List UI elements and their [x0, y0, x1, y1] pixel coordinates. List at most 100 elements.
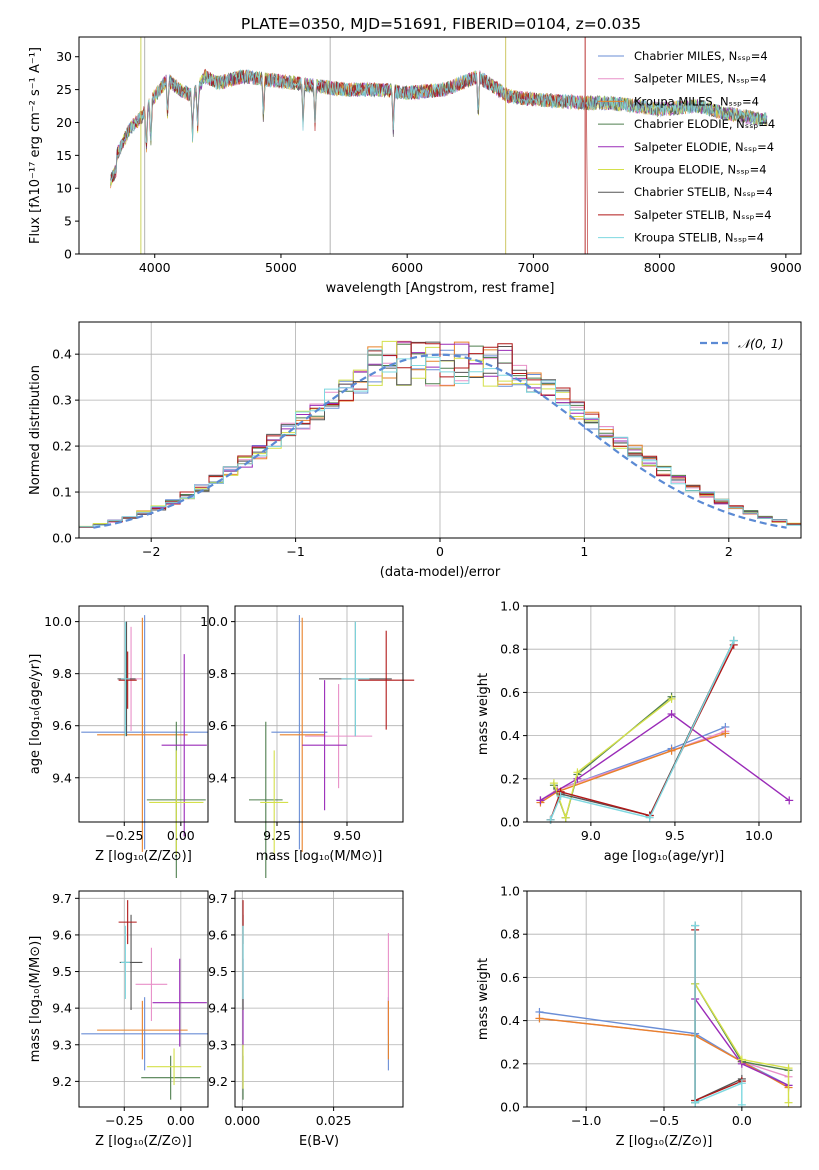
weight-vs-age-line-salpeter-elodie — [540, 713, 790, 802]
residuals-ytick-label: 0.2 — [52, 439, 72, 454]
mass-vs-EBV-ytick-label: 9.6 — [208, 927, 228, 942]
age-vs-mass-point-salpeter-stelib — [358, 630, 415, 730]
spectrum-ytick-label: 15 — [56, 148, 72, 163]
weight-vs-age-ytick-label: 1.0 — [500, 599, 520, 614]
age-vs-Z-point-kroupa-stelib — [120, 621, 130, 737]
residuals-xtick-label: −2 — [142, 544, 160, 559]
mass-vs-Z-ytick-label: 9.7 — [52, 891, 72, 906]
spectrum-line-kroupa-stelib — [110, 68, 768, 183]
mass-vs-Z-ytick-label: 9.2 — [52, 1074, 72, 1089]
spectrum-line-salpeter-stelib — [110, 68, 589, 254]
spectrum-frame — [78, 36, 802, 255]
age-vs-mass-point-kroupa-stelib — [341, 621, 370, 737]
weight-vs-age-line-salpeter-stelib — [549, 644, 735, 821]
weight-vs-Z-marker-kroupa-elodie — [784, 1098, 793, 1107]
age-vs-Z-ytick-label: 9.4 — [52, 770, 72, 785]
age-vs-Z-point-kroupa-elodie — [149, 750, 204, 855]
weight-vs-age-lines — [536, 636, 794, 824]
weight-vs-age-ylabel: mass weight — [476, 673, 491, 755]
spectrum-legend-label: Salpeter MILES, Nₛₛₚ=4 — [634, 72, 767, 86]
spectrum-legend-label: Kroupa ELODIE, Nₛₛₚ=4 — [634, 163, 767, 177]
age-vs-mass-xtick-label: 9.25 — [263, 828, 291, 843]
weight-vs-Z-line-kroupa-stelib — [694, 925, 743, 1105]
mass-vs-Z-xtick-label: 0.00 — [167, 1113, 195, 1128]
mass-vs-Z-point-salpeter-stelib — [118, 900, 137, 945]
weight-vs-age-line-kroupa-miles — [540, 732, 726, 804]
weight-vs-age-marker-salpeter-elodie — [667, 710, 676, 718]
residuals-ytick-label: 0.1 — [52, 485, 72, 500]
mass-vs-Z-point-salpeter-miles — [135, 947, 168, 1021]
weight-vs-age-marker-kroupa-elodie — [549, 779, 558, 788]
age-vs-mass-point-kroupa-elodie — [260, 750, 289, 855]
residuals-ylabel: Normed distribution — [28, 365, 43, 495]
spectrum-xtick-label: 8000 — [644, 260, 676, 275]
weight-vs-Z-marker-kroupa-stelib — [691, 1098, 700, 1107]
weight-vs-Z-ylabel: mass weight — [476, 958, 491, 1040]
weight-vs-age-marker-kroupa-stelib — [729, 636, 738, 645]
age-vs-Z-xlabel: Z [log₁₀(Z/Z⊙)] — [95, 849, 192, 864]
mass-vs-EBV-xtick-label: 0.000 — [224, 1113, 260, 1128]
age-vs-mass-point-salpeter-miles — [305, 684, 373, 789]
mass-vs-EBV-frame — [234, 890, 404, 1108]
weight-vs-age-marker-kroupa-stelib — [645, 813, 654, 822]
age-vs-mass-ytick-label: 9.6 — [208, 718, 228, 733]
weight-vs-Z-marker-kroupa-stelib — [737, 1079, 746, 1088]
mass-vs-EBV-points — [242, 900, 389, 1100]
mass-vs-Z-points — [81, 900, 208, 1100]
spectrum-xtick-label: 7000 — [517, 260, 549, 275]
spectrum-legend-label: Chabrier STELIB, Nₛₛₚ=4 — [634, 185, 773, 199]
mass-vs-EBV-ytick-label: 9.7 — [208, 891, 228, 906]
weight-vs-Z-line-chabrier-stelib — [694, 925, 743, 1102]
age-vs-mass-ytick-label: 10.0 — [200, 614, 228, 629]
weight-vs-age-ytick-label: 0.4 — [500, 728, 520, 743]
age-vs-Z-point-kroupa-miles — [97, 617, 188, 852]
age-vs-Z-point-chabrier-miles — [81, 615, 208, 850]
weight-vs-age-marker-kroupa-miles — [721, 729, 730, 738]
mass-vs-Z-ylabel: mass [log₁₀(M/M⊙)] — [28, 936, 43, 1063]
mass-vs-Z-point-kroupa-elodie — [146, 1048, 202, 1086]
spectrum-ytick-label: 5 — [64, 214, 72, 229]
age-vs-Z-point-salpeter-elodie — [161, 654, 207, 837]
residuals-ytick-label: 0.0 — [52, 531, 72, 546]
mass-vs-Z-point-kroupa-miles — [97, 1000, 188, 1060]
mass-vs-EBV-ytick-label: 9.3 — [208, 1037, 228, 1052]
weight-vs-Z-line-salpeter-stelib — [694, 929, 743, 1102]
mass-vs-EBV-ytick-label: 9.5 — [208, 964, 228, 979]
weight-vs-age-ytick-label: 0.0 — [500, 815, 520, 830]
weight-vs-Z-xtick-label: −0.5 — [649, 1113, 679, 1128]
weight-vs-age-ytick-label: 0.8 — [500, 642, 520, 657]
spectrum-xlabel: wavelength [Angstrom, rest frame] — [326, 281, 555, 296]
residuals-ytick-label: 0.3 — [52, 393, 72, 408]
reference-gaussian-line — [93, 353, 787, 529]
weight-vs-Z-marker-kroupa-stelib — [691, 921, 700, 930]
mass-vs-EBV-ytick-label: 9.4 — [208, 1001, 228, 1016]
age-vs-mass-point-salpeter-elodie — [302, 680, 347, 811]
age-vs-Z-points — [81, 615, 208, 878]
mass-vs-Z-ytick-label: 9.5 — [52, 964, 72, 979]
weight-vs-age-marker-kroupa-stelib — [556, 792, 565, 801]
mass-vs-Z-xtick-label: −0.25 — [105, 1113, 143, 1128]
age-vs-mass-ytick-label: 9.8 — [208, 666, 228, 681]
spectrum-legend-label: Chabrier MILES, Nₛₛₚ=4 — [634, 49, 768, 63]
weight-vs-age-marker-kroupa-elodie — [561, 813, 570, 822]
spectrum-xtick-label: 6000 — [391, 260, 423, 275]
spectrum-lines — [110, 37, 768, 254]
weight-vs-Z-ytick-label: 1.0 — [500, 884, 520, 899]
residuals-xlabel: (data-model)/error — [380, 565, 501, 580]
mass-vs-Z-ytick-label: 9.4 — [52, 1001, 72, 1016]
age-vs-Z-ytick-label: 9.6 — [52, 718, 72, 733]
weight-vs-Z-marker-kroupa-elodie — [737, 1055, 746, 1064]
spectrum-legend-label: Chabrier ELODIE, Nₛₛₚ=4 — [634, 117, 775, 131]
mass-vs-Z-xlabel: Z [log₁₀(Z/Z⊙)] — [95, 1134, 192, 1149]
mass-vs-Z-point-kroupa-stelib — [120, 925, 130, 999]
weight-vs-Z-xtick-label: −1.0 — [571, 1113, 601, 1128]
residuals-xtick-label: 2 — [725, 544, 733, 559]
age-vs-Z-frame — [78, 605, 209, 823]
weight-vs-Z-xtick-label: 0.0 — [732, 1113, 752, 1128]
mass-vs-Z-ytick-label: 9.3 — [52, 1037, 72, 1052]
mass-vs-Z-ytick-label: 9.6 — [52, 927, 72, 942]
spectrum-ytick-label: 0 — [64, 247, 72, 262]
age-vs-Z-ytick-label: 9.8 — [52, 666, 72, 681]
spectrum-xtick-label: 5000 — [265, 260, 297, 275]
